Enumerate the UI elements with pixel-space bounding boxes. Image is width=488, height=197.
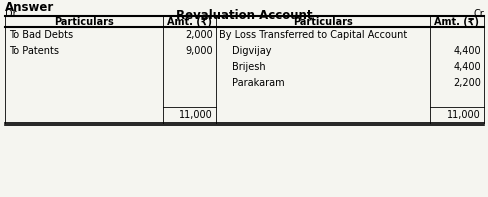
Text: Amt. (₹): Amt. (₹) xyxy=(434,17,479,27)
Text: By Loss Transferred to Capital Account: By Loss Transferred to Capital Account xyxy=(219,30,407,40)
Text: To Patents: To Patents xyxy=(9,46,59,56)
Text: Particulars: Particulars xyxy=(292,17,352,27)
Text: Revaluation Account: Revaluation Account xyxy=(176,9,312,22)
Text: Particulars: Particulars xyxy=(54,17,114,27)
Text: Amt. (₹): Amt. (₹) xyxy=(167,17,212,27)
Text: Answer: Answer xyxy=(5,1,54,14)
Text: 9,000: 9,000 xyxy=(185,46,213,56)
Text: Parakaram: Parakaram xyxy=(231,78,284,88)
Text: 11,000: 11,000 xyxy=(447,110,480,120)
Text: 2,000: 2,000 xyxy=(185,30,213,40)
Text: 4,400: 4,400 xyxy=(452,62,480,72)
Text: Dr: Dr xyxy=(5,9,17,19)
Text: To Bad Debts: To Bad Debts xyxy=(9,30,73,40)
Text: 2,200: 2,200 xyxy=(452,78,480,88)
Text: Cr: Cr xyxy=(472,9,483,19)
Text: 11,000: 11,000 xyxy=(179,110,213,120)
Text: Brijesh: Brijesh xyxy=(231,62,265,72)
Text: Digvijay: Digvijay xyxy=(231,46,271,56)
Text: 4,400: 4,400 xyxy=(452,46,480,56)
